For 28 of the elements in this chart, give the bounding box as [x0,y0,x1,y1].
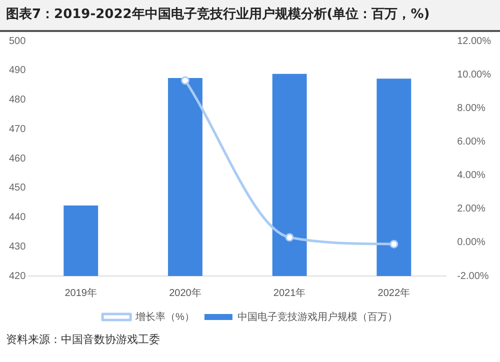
y2-tick-label: 10.00% [457,69,492,80]
point [285,233,294,242]
y2-tick-label: 0.00% [457,237,486,248]
y-tick-label: 490 [8,65,26,76]
y-tick-label: 430 [8,241,26,252]
x-tick-label: 2019年 [64,286,97,299]
x-tick-label: 2020年 [169,286,202,299]
x-tick-label: 2022年 [378,286,410,299]
point [390,240,398,248]
y-tick-label: 460 [8,153,26,164]
legend-label: 中国电子竞技游戏用户规模（百万） [237,310,398,323]
point [180,76,190,85]
y-tick-label: 440 [8,212,26,223]
y2-tick-label: 2.00% [457,204,486,215]
y-tick-label: 420 [8,270,26,282]
x-tick-label: 2021年 [273,286,306,299]
y2-tick-label: 12.00% [457,36,492,47]
chart-title: 图表7：2019-2022年中国电子竞技行业用户规模分析(单位：百万，%) [0,0,500,32]
y2-tick-label: 6.00% [457,136,486,148]
y-tick-label: 480 [8,94,26,106]
text: 资料来源：中国音数协游戏工委 [5,332,161,347]
y2-tick-label: -2.00% [457,270,489,282]
y-tick-label: 470 [8,124,26,135]
y-tick-label: 500 [8,36,26,47]
y2-tick-label: 8.00% [457,102,486,114]
y-tick-label: 450 [8,182,26,194]
y2-tick-label: 4.00% [457,170,486,182]
legend-label: 增长率（%） [134,310,194,323]
